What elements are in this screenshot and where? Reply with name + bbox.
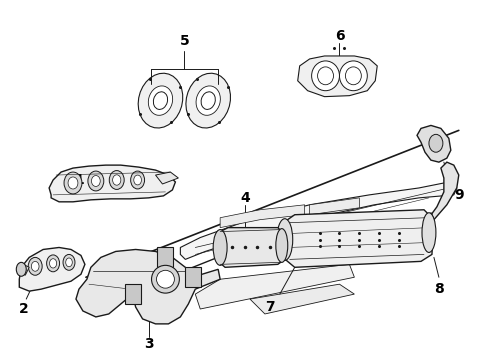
Ellipse shape — [196, 86, 220, 115]
Polygon shape — [76, 249, 220, 324]
Ellipse shape — [134, 175, 142, 185]
Ellipse shape — [345, 67, 361, 85]
Polygon shape — [49, 165, 175, 202]
Ellipse shape — [28, 257, 42, 275]
Text: 5: 5 — [179, 34, 189, 48]
Ellipse shape — [156, 270, 174, 288]
Polygon shape — [417, 125, 451, 162]
Ellipse shape — [16, 262, 26, 276]
Ellipse shape — [49, 259, 57, 268]
Polygon shape — [19, 264, 29, 275]
Polygon shape — [124, 284, 141, 304]
Ellipse shape — [47, 255, 60, 272]
Ellipse shape — [109, 171, 124, 189]
Polygon shape — [310, 198, 359, 215]
Text: 6: 6 — [335, 29, 344, 43]
Text: 3: 3 — [144, 337, 153, 351]
Polygon shape — [298, 56, 377, 96]
Text: 8: 8 — [434, 282, 444, 296]
Polygon shape — [218, 228, 285, 267]
Ellipse shape — [213, 230, 227, 265]
Text: 7: 7 — [265, 300, 275, 314]
Polygon shape — [138, 73, 183, 128]
Ellipse shape — [64, 172, 82, 194]
Text: 1: 1 — [74, 173, 84, 187]
Ellipse shape — [131, 171, 145, 189]
Ellipse shape — [201, 92, 215, 109]
Ellipse shape — [153, 92, 168, 109]
Polygon shape — [180, 182, 457, 260]
Polygon shape — [250, 284, 354, 314]
Ellipse shape — [277, 219, 293, 260]
Ellipse shape — [148, 86, 172, 115]
Ellipse shape — [429, 134, 443, 152]
Polygon shape — [282, 210, 434, 267]
Ellipse shape — [276, 229, 288, 262]
Polygon shape — [185, 267, 201, 287]
Polygon shape — [429, 162, 459, 220]
Ellipse shape — [68, 177, 78, 189]
Polygon shape — [155, 172, 178, 184]
Ellipse shape — [31, 261, 39, 271]
Polygon shape — [186, 73, 230, 128]
Ellipse shape — [92, 176, 100, 186]
Polygon shape — [19, 247, 85, 291]
Polygon shape — [220, 205, 305, 228]
Ellipse shape — [151, 265, 179, 293]
Ellipse shape — [422, 213, 436, 252]
Ellipse shape — [113, 175, 121, 185]
Text: 4: 4 — [240, 191, 250, 205]
Ellipse shape — [318, 67, 334, 85]
Ellipse shape — [312, 61, 340, 91]
Text: 2: 2 — [19, 302, 28, 316]
Polygon shape — [196, 264, 354, 309]
Ellipse shape — [66, 258, 73, 267]
Text: 9: 9 — [454, 188, 464, 202]
Ellipse shape — [340, 61, 368, 91]
Ellipse shape — [63, 255, 75, 270]
Ellipse shape — [88, 171, 104, 191]
Polygon shape — [157, 247, 173, 267]
